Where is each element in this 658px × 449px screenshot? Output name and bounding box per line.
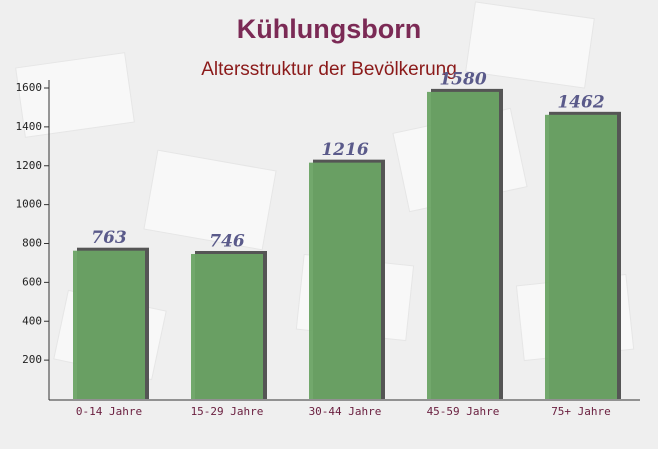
y-tick-label: 1400 xyxy=(16,120,43,133)
value-label: 1462 xyxy=(557,92,604,112)
bar xyxy=(545,114,617,399)
x-tick-label: 30-44 Jahre xyxy=(309,405,382,418)
bar xyxy=(427,91,499,399)
y-tick-label: 1200 xyxy=(16,159,43,172)
x-tick-label: 15-29 Jahre xyxy=(191,405,264,418)
value-label: 1580 xyxy=(439,69,486,89)
x-tick-label: 45-59 Jahre xyxy=(427,405,500,418)
y-tick-label: 200 xyxy=(22,353,42,366)
y-tick-label: 1000 xyxy=(16,198,43,211)
bar xyxy=(73,250,145,399)
value-label: 1216 xyxy=(321,140,368,160)
y-tick-label: 600 xyxy=(22,275,42,288)
y-tick-label: 1600 xyxy=(16,81,43,94)
y-tick-label: 400 xyxy=(22,314,42,327)
chart-subtitle: Altersstruktur der Bevölkerung xyxy=(201,59,457,80)
bar xyxy=(309,162,381,399)
x-tick-label: 75+ Jahre xyxy=(551,405,611,418)
value-label: 746 xyxy=(209,231,245,251)
bar xyxy=(191,253,263,399)
value-label: 763 xyxy=(91,228,127,248)
chart-title: Kühlungsborn xyxy=(237,14,421,44)
x-tick-label: 0-14 Jahre xyxy=(76,405,142,418)
y-tick-label: 800 xyxy=(22,237,42,250)
